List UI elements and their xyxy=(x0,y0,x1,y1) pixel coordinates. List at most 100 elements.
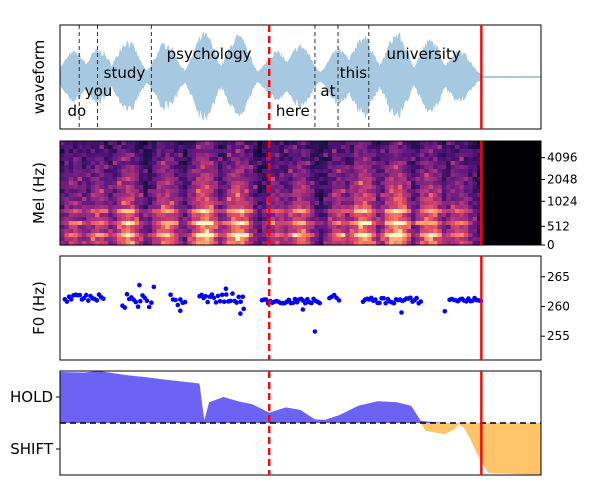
mel-cell xyxy=(362,221,368,226)
mel-cell xyxy=(134,217,140,222)
mel-cell xyxy=(384,229,390,234)
mel-cell xyxy=(402,161,408,166)
mel-cell xyxy=(393,229,399,234)
mel-cell xyxy=(323,221,329,226)
mel-cell xyxy=(402,229,408,234)
mel-cell xyxy=(99,241,105,246)
mel-cell xyxy=(187,177,193,182)
mel-cell xyxy=(117,181,123,186)
mel-cell xyxy=(283,189,289,194)
mel-cell xyxy=(314,165,320,170)
mel-cell xyxy=(231,193,237,198)
mel-cell xyxy=(99,213,105,218)
mel-cell xyxy=(165,209,171,214)
mel-cell xyxy=(332,185,338,190)
mel-cell xyxy=(86,169,92,174)
mel-cell xyxy=(226,169,232,174)
mel-cell xyxy=(305,169,311,174)
mel-cell xyxy=(332,209,338,214)
mel-cell xyxy=(261,173,267,178)
mel-cell xyxy=(288,241,294,246)
mel-cell xyxy=(60,229,65,234)
f0-point xyxy=(213,300,219,305)
mel-cell xyxy=(270,141,276,146)
mel-cell xyxy=(139,201,144,206)
mel-cell xyxy=(86,185,92,190)
mel-cell xyxy=(86,165,92,170)
mel-cell xyxy=(402,169,408,174)
mel-cell xyxy=(103,141,109,146)
mel-cell xyxy=(191,173,197,178)
mel-cell xyxy=(472,173,478,178)
mel-cell xyxy=(182,233,188,238)
mel-cell xyxy=(270,237,276,242)
mel-cell xyxy=(191,233,197,238)
mel-cell xyxy=(371,221,377,226)
mel-cell xyxy=(257,233,263,238)
mel-cell xyxy=(397,153,403,158)
mel-cell xyxy=(292,165,298,170)
mel-cell xyxy=(117,229,123,234)
mel-cell xyxy=(239,153,245,158)
mel-cell xyxy=(424,241,430,246)
mel-cell xyxy=(371,181,377,186)
mel-cell xyxy=(226,145,232,150)
mel-cell xyxy=(60,233,65,238)
mel-cell xyxy=(397,181,403,186)
mel-cell xyxy=(117,149,123,154)
mel-cell xyxy=(301,229,307,234)
mel-cell xyxy=(275,165,281,170)
mel-cell xyxy=(222,213,228,218)
mel-cell xyxy=(130,173,136,178)
mel-cell xyxy=(358,205,364,210)
mel-cell xyxy=(134,221,140,226)
mel-cell xyxy=(301,157,307,162)
mel-cell xyxy=(415,213,421,218)
mel-cell xyxy=(327,141,333,146)
mel-cell xyxy=(248,217,254,222)
mel-cell xyxy=(160,169,166,174)
mel-cell xyxy=(134,213,140,218)
mel-cell xyxy=(380,165,386,170)
mel-cell xyxy=(279,241,285,246)
mel-cell xyxy=(64,193,70,198)
mel-cell xyxy=(380,185,386,190)
mel-cell xyxy=(384,177,390,182)
mel-cell xyxy=(270,153,276,158)
mel-cell xyxy=(222,205,228,210)
mel-cell xyxy=(235,181,241,186)
mel-cell xyxy=(108,197,114,202)
mel-cell xyxy=(297,209,302,214)
mel-cell xyxy=(275,153,281,158)
mel-cell xyxy=(187,197,193,202)
mel-cell xyxy=(86,233,92,238)
mel-cell xyxy=(196,165,202,170)
mel-cell xyxy=(95,169,101,174)
mel-cell xyxy=(191,213,197,218)
mel-cell xyxy=(406,177,412,182)
mel-cell xyxy=(371,185,377,190)
mel-cell xyxy=(139,161,144,166)
mel-cell xyxy=(292,233,298,238)
mel-cell xyxy=(389,233,395,238)
mel-cell xyxy=(86,209,92,214)
mel-cell xyxy=(424,217,430,222)
mel-cell xyxy=(455,185,461,190)
mel-cell xyxy=(376,225,382,230)
mel-cell xyxy=(455,153,461,158)
mel-cell xyxy=(283,169,289,174)
mel-cell xyxy=(406,197,412,202)
mel-cell xyxy=(411,193,417,198)
mel-cell xyxy=(64,241,70,246)
mel-cell xyxy=(125,185,131,190)
mel-cell xyxy=(310,213,316,218)
mel-cell xyxy=(204,149,210,154)
mel-cell xyxy=(437,169,443,174)
mel-cell xyxy=(86,241,92,246)
mel-cell xyxy=(77,169,83,174)
mel-cell xyxy=(191,181,197,186)
f0-point xyxy=(94,298,100,303)
mel-cell xyxy=(134,157,140,162)
mel-cell xyxy=(472,169,478,174)
